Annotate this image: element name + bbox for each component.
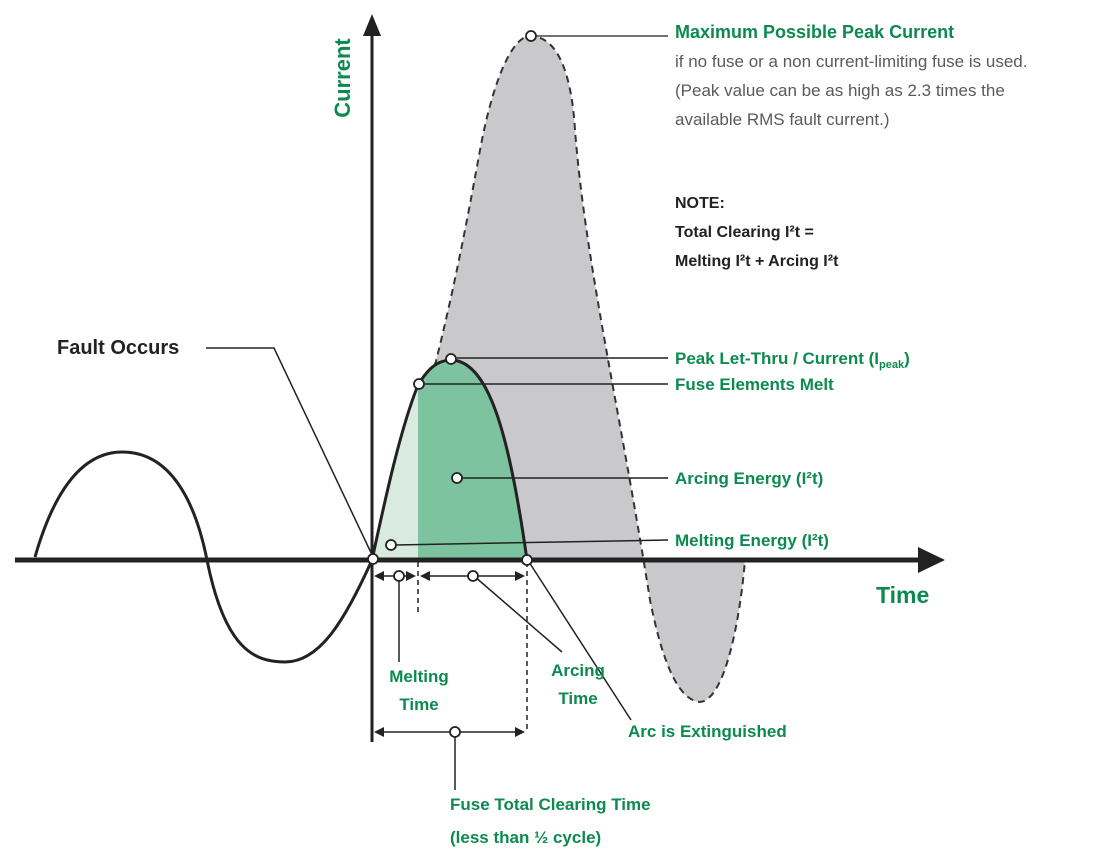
time-axis-label: Time bbox=[876, 582, 929, 608]
max-peak-line-1: if no fuse or a non current-limiting fus… bbox=[675, 52, 1027, 71]
peak-let-thru-dot bbox=[445, 353, 457, 365]
melting-time-dot bbox=[393, 570, 405, 582]
melting-energy-area bbox=[372, 385, 418, 560]
note-line-2: Melting I²t + Arcing I²t bbox=[675, 253, 839, 270]
arc-extinguished-label: Arc is Extinguished bbox=[628, 722, 787, 741]
melting-energy-leader bbox=[394, 539, 669, 546]
arc-extinguished-dot bbox=[521, 554, 533, 566]
melting-energy-label: Melting Energy (I²t) bbox=[675, 531, 829, 550]
note-line-1: Total Clearing I²t = bbox=[675, 224, 814, 241]
note-title: NOTE: bbox=[675, 195, 725, 212]
arcing-energy-area bbox=[418, 360, 527, 560]
arcing-time-label-1: Arcing bbox=[551, 661, 605, 680]
peak-let-thru-label: Peak Let-Thru / Current (Ipeak) bbox=[675, 349, 910, 371]
fault-occurs-label: Fault Occurs bbox=[57, 337, 179, 359]
max-peak-line-2: (Peak value can be as high as 2.3 times … bbox=[675, 81, 1005, 100]
let-thru-current-curve bbox=[370, 358, 529, 561]
max-peak-dot bbox=[525, 30, 537, 42]
current-axis-label: Current bbox=[330, 38, 355, 118]
total-clearing-label-2: (less than ½ cycle) bbox=[450, 828, 601, 847]
time-axis-arrowhead bbox=[918, 547, 945, 573]
fuse-elements-melt-label: Fuse Elements Melt bbox=[675, 375, 834, 394]
melting-time-label-1: Melting bbox=[389, 667, 449, 686]
fault-origin-dot bbox=[367, 553, 379, 565]
arcing-energy-dot bbox=[451, 472, 463, 484]
fault-occurs-leader bbox=[206, 347, 375, 560]
melting-energy-dot bbox=[385, 539, 397, 551]
max-peak-line-3: available RMS fault current.) bbox=[675, 110, 889, 129]
max-peak-title: Maximum Possible Peak Current bbox=[675, 22, 954, 42]
melting-time-label-2: Time bbox=[399, 695, 438, 714]
arcing-energy-label: Arcing Energy (I²t) bbox=[675, 469, 823, 488]
arcing-time-dot bbox=[467, 570, 479, 582]
total-clearing-label-1: Fuse Total Clearing Time bbox=[450, 795, 651, 814]
total-clearing-dot bbox=[449, 726, 461, 738]
available-fault-current-region bbox=[371, 34, 746, 704]
prospective-current-sine-wave bbox=[33, 450, 374, 664]
arcing-time-leader bbox=[473, 575, 563, 653]
current-axis-arrowhead bbox=[363, 14, 381, 36]
arcing-time-label-2: Time bbox=[558, 689, 597, 708]
fuse-melt-dot bbox=[413, 378, 425, 390]
arc-extinguished-leader bbox=[528, 561, 632, 721]
